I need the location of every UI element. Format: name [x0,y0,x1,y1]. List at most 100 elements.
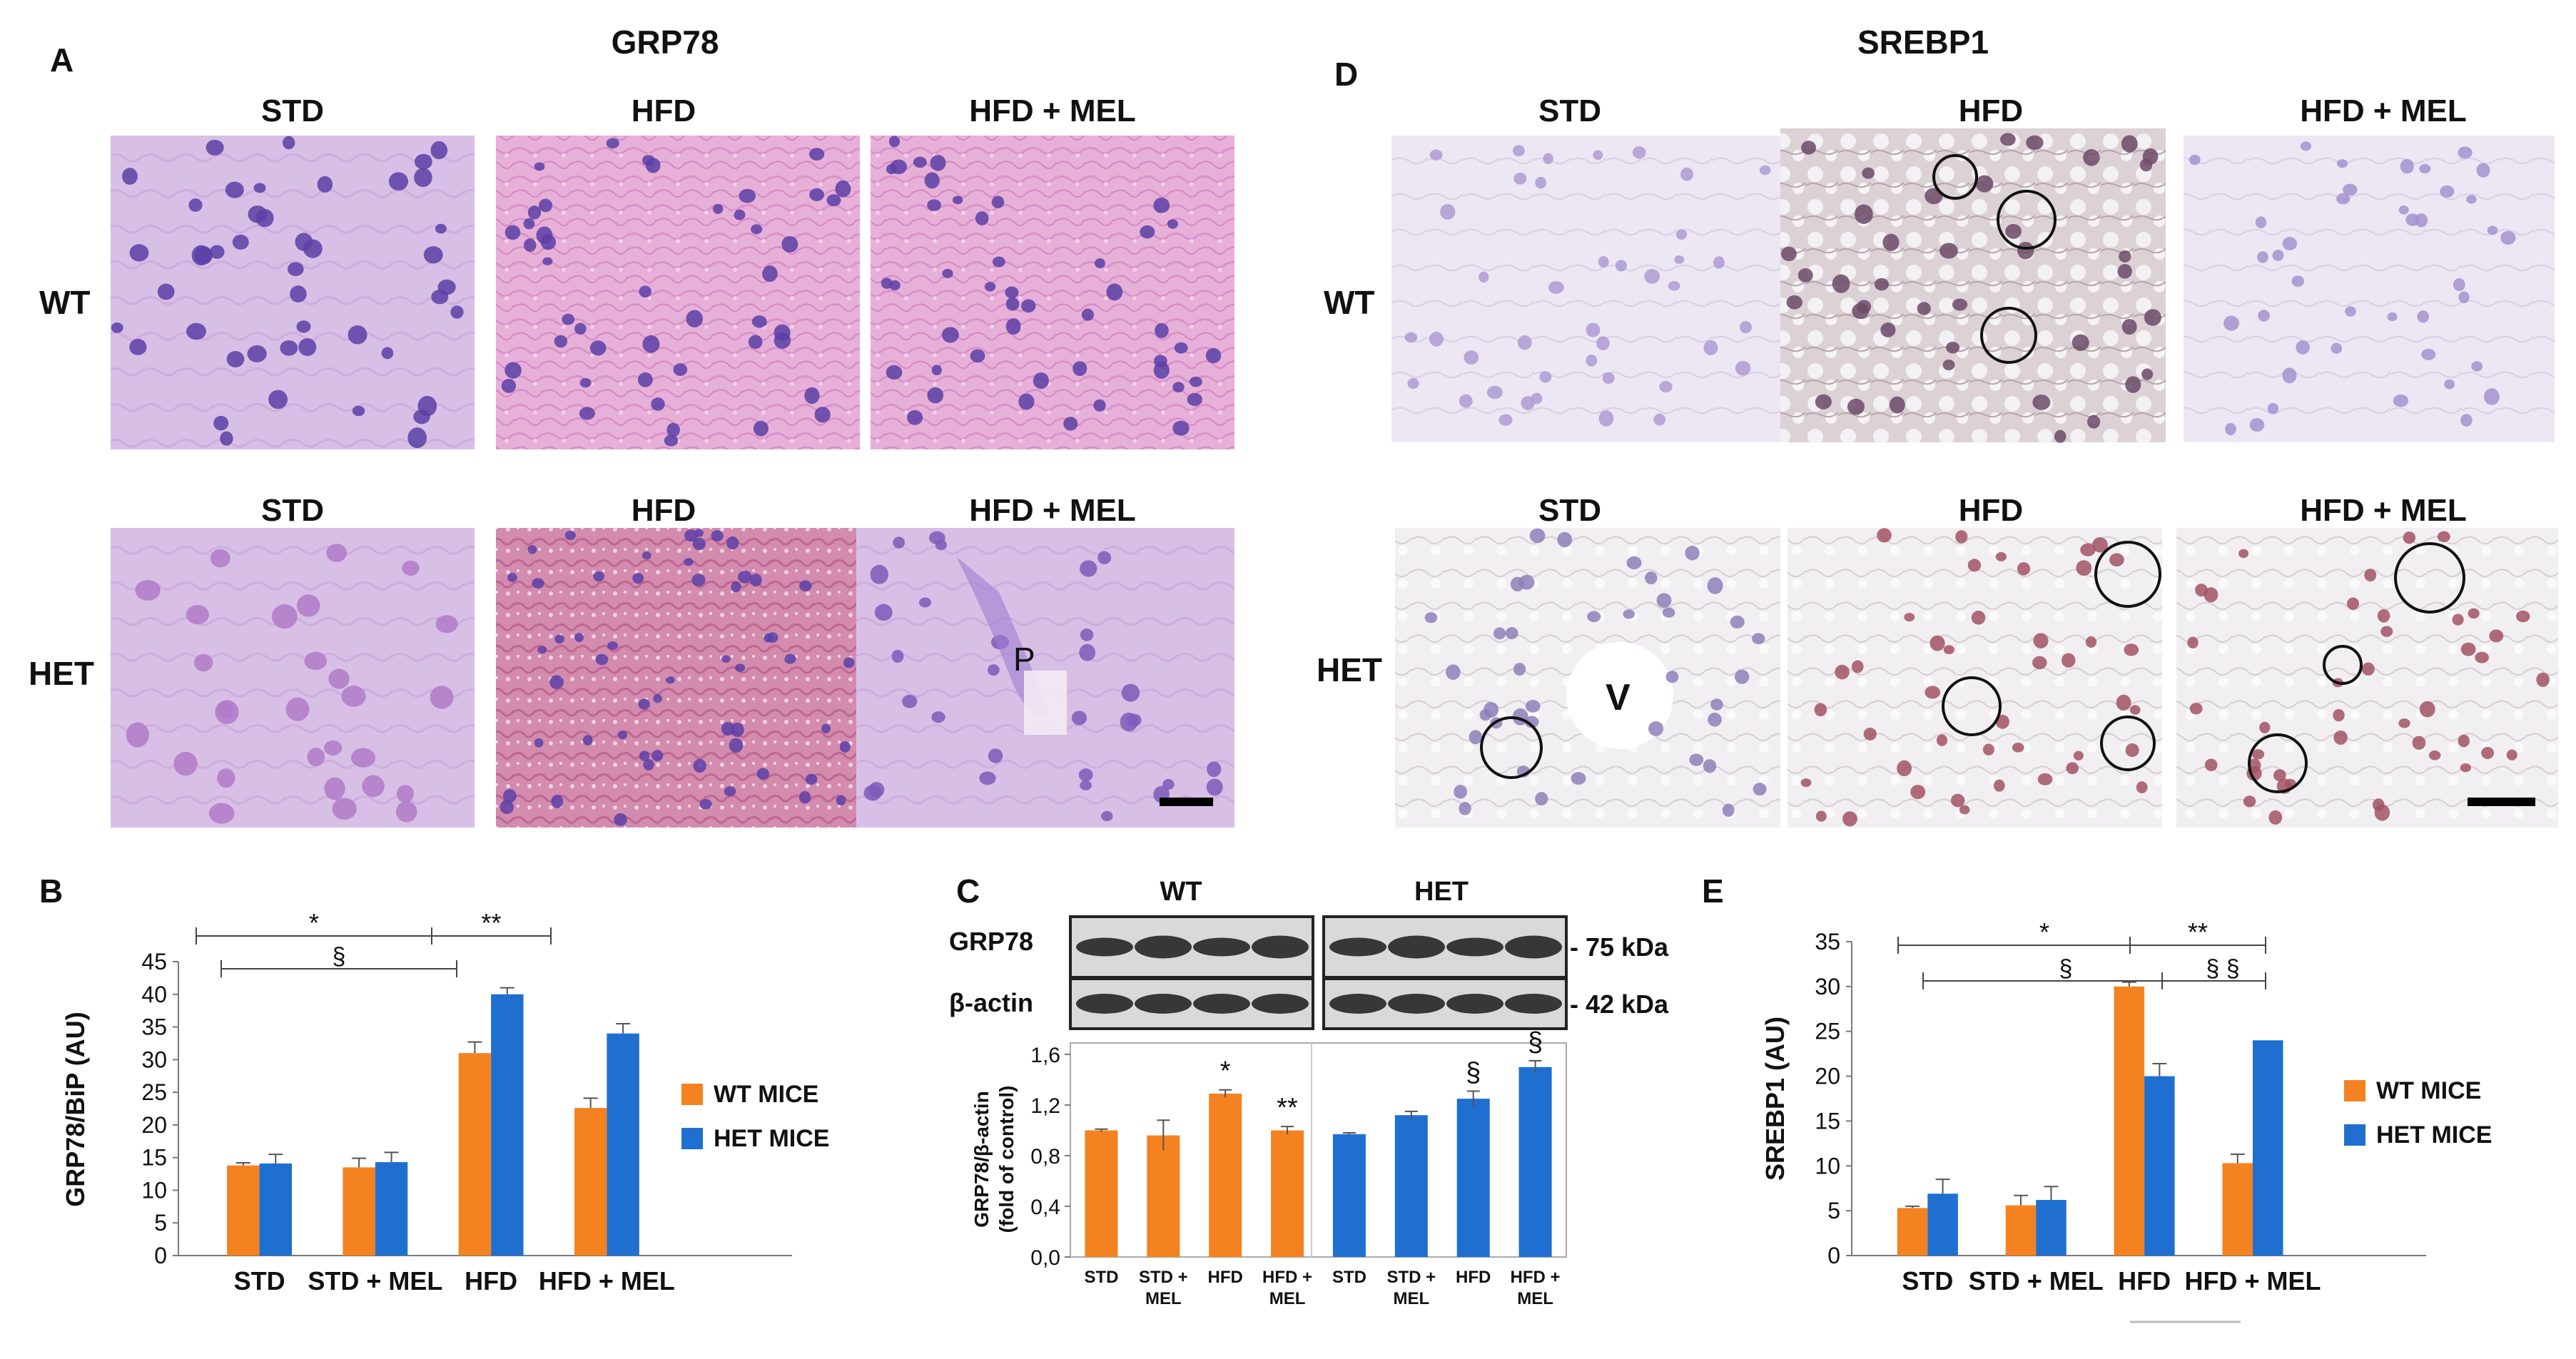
nuclei-layer-a [111,136,1223,826]
nucleus [2032,395,2051,410]
x-category-label: STD + MEL [1139,1268,1188,1308]
x-category-label: STD [1084,1268,1118,1287]
nucleus [504,362,522,379]
nucleus [2460,763,2471,773]
nucleus [1469,730,1482,745]
nucleus [2249,418,2265,432]
nucleus [2398,205,2409,215]
nucleus [738,570,752,584]
nucleus [1653,413,1665,426]
nucleus [1832,274,1850,293]
micrograph-het-hfd [496,528,860,828]
nucleus [1626,556,1642,570]
nucleus [918,597,932,608]
x-category-label: HFD + MEL [539,1266,675,1296]
nucleus [326,544,348,562]
nucleus [734,209,746,220]
nucleus [1623,609,1635,619]
nucleus [413,409,430,424]
x-category-label: HFD [1208,1268,1243,1287]
nucleus [692,537,706,551]
nucleus [296,320,311,333]
nucleus [430,141,448,160]
nucleus [699,799,712,810]
nucleus [2398,718,2410,728]
nucleus [1517,335,1532,350]
nucleus [324,777,345,800]
nucleus [186,322,207,340]
nucleus [1005,318,1021,335]
x-category-label: HFD + MEL [2184,1266,2321,1296]
nucleus [1018,393,1035,410]
bar-wt [343,1167,375,1256]
scale-bar-a [1160,798,1213,806]
scale-bar-d [2468,798,2535,806]
kda-75: - 75 kDa [1570,932,1669,962]
nucleus [1615,260,1627,272]
legend-swatch-wt [2344,1080,2365,1101]
bar-wt [1085,1130,1118,1257]
nucleus [574,322,587,335]
nucleus [642,335,660,353]
nucleus [1525,700,1541,713]
nucleus [2444,379,2455,390]
nucleus [693,758,706,773]
nucleus [1080,560,1097,577]
nucleus [2080,543,2096,556]
nucleus [2136,781,2148,794]
nucleus [2223,315,2239,331]
nucleus [1689,753,1704,766]
nucleus [1874,278,1890,291]
micrograph-het-std [111,528,475,828]
nucleus [534,162,545,171]
row-label-wt: WT [39,284,91,321]
nucleus [362,775,385,798]
nucleus [2268,810,2283,825]
nucleus [2119,250,2131,263]
nucleus [111,322,123,333]
nucleus [1857,300,1872,314]
nucleus [135,580,161,601]
nucleus [781,235,798,253]
nucleus [2347,597,2359,610]
nucleus [2255,216,2267,229]
nucleus [2419,163,2431,174]
nucleus [450,305,464,319]
nucleus [2225,422,2236,436]
bar-wt [458,1053,492,1256]
d-row-label-het: HET [1317,651,1382,688]
nucleus [1189,376,1202,387]
nucleus [711,530,724,541]
nucleus [1499,414,1513,426]
nucleus [1967,559,1982,572]
blot-band [1076,994,1133,1014]
nucleus [1121,683,1140,702]
nucleus [632,573,644,584]
significance-mark: § [1466,1057,1481,1087]
nucleus [194,653,213,672]
bar-wt [1271,1130,1304,1257]
nucleus [1722,803,1735,817]
nucleus [1897,760,1912,777]
nucleus [1801,141,1817,155]
nucleus [2468,608,2480,619]
nucleus [1936,734,1948,746]
nucleus [1097,551,1112,564]
blot-band [1135,935,1192,959]
nucleus [756,768,769,780]
nucleus [1535,792,1548,806]
nucleus [1005,297,1020,311]
nucleus [639,285,651,298]
bar-wt [1897,1208,1928,1256]
bar-het [2252,1040,2283,1256]
nucleus [798,790,811,804]
nucleus [1429,149,1443,161]
ihc-wt-std [1391,136,1788,442]
nucleus [686,310,704,327]
nucleus [935,539,947,551]
nucleus [287,262,304,276]
panel-e-label: E [1702,872,1724,910]
nucleus [1429,331,1444,347]
panel-a: A GRP78 STD HFD HFD + MEL STD HFD HFD + … [29,24,1234,828]
col-label-hfd-mel-row2: HFD + MEL [969,493,1135,528]
